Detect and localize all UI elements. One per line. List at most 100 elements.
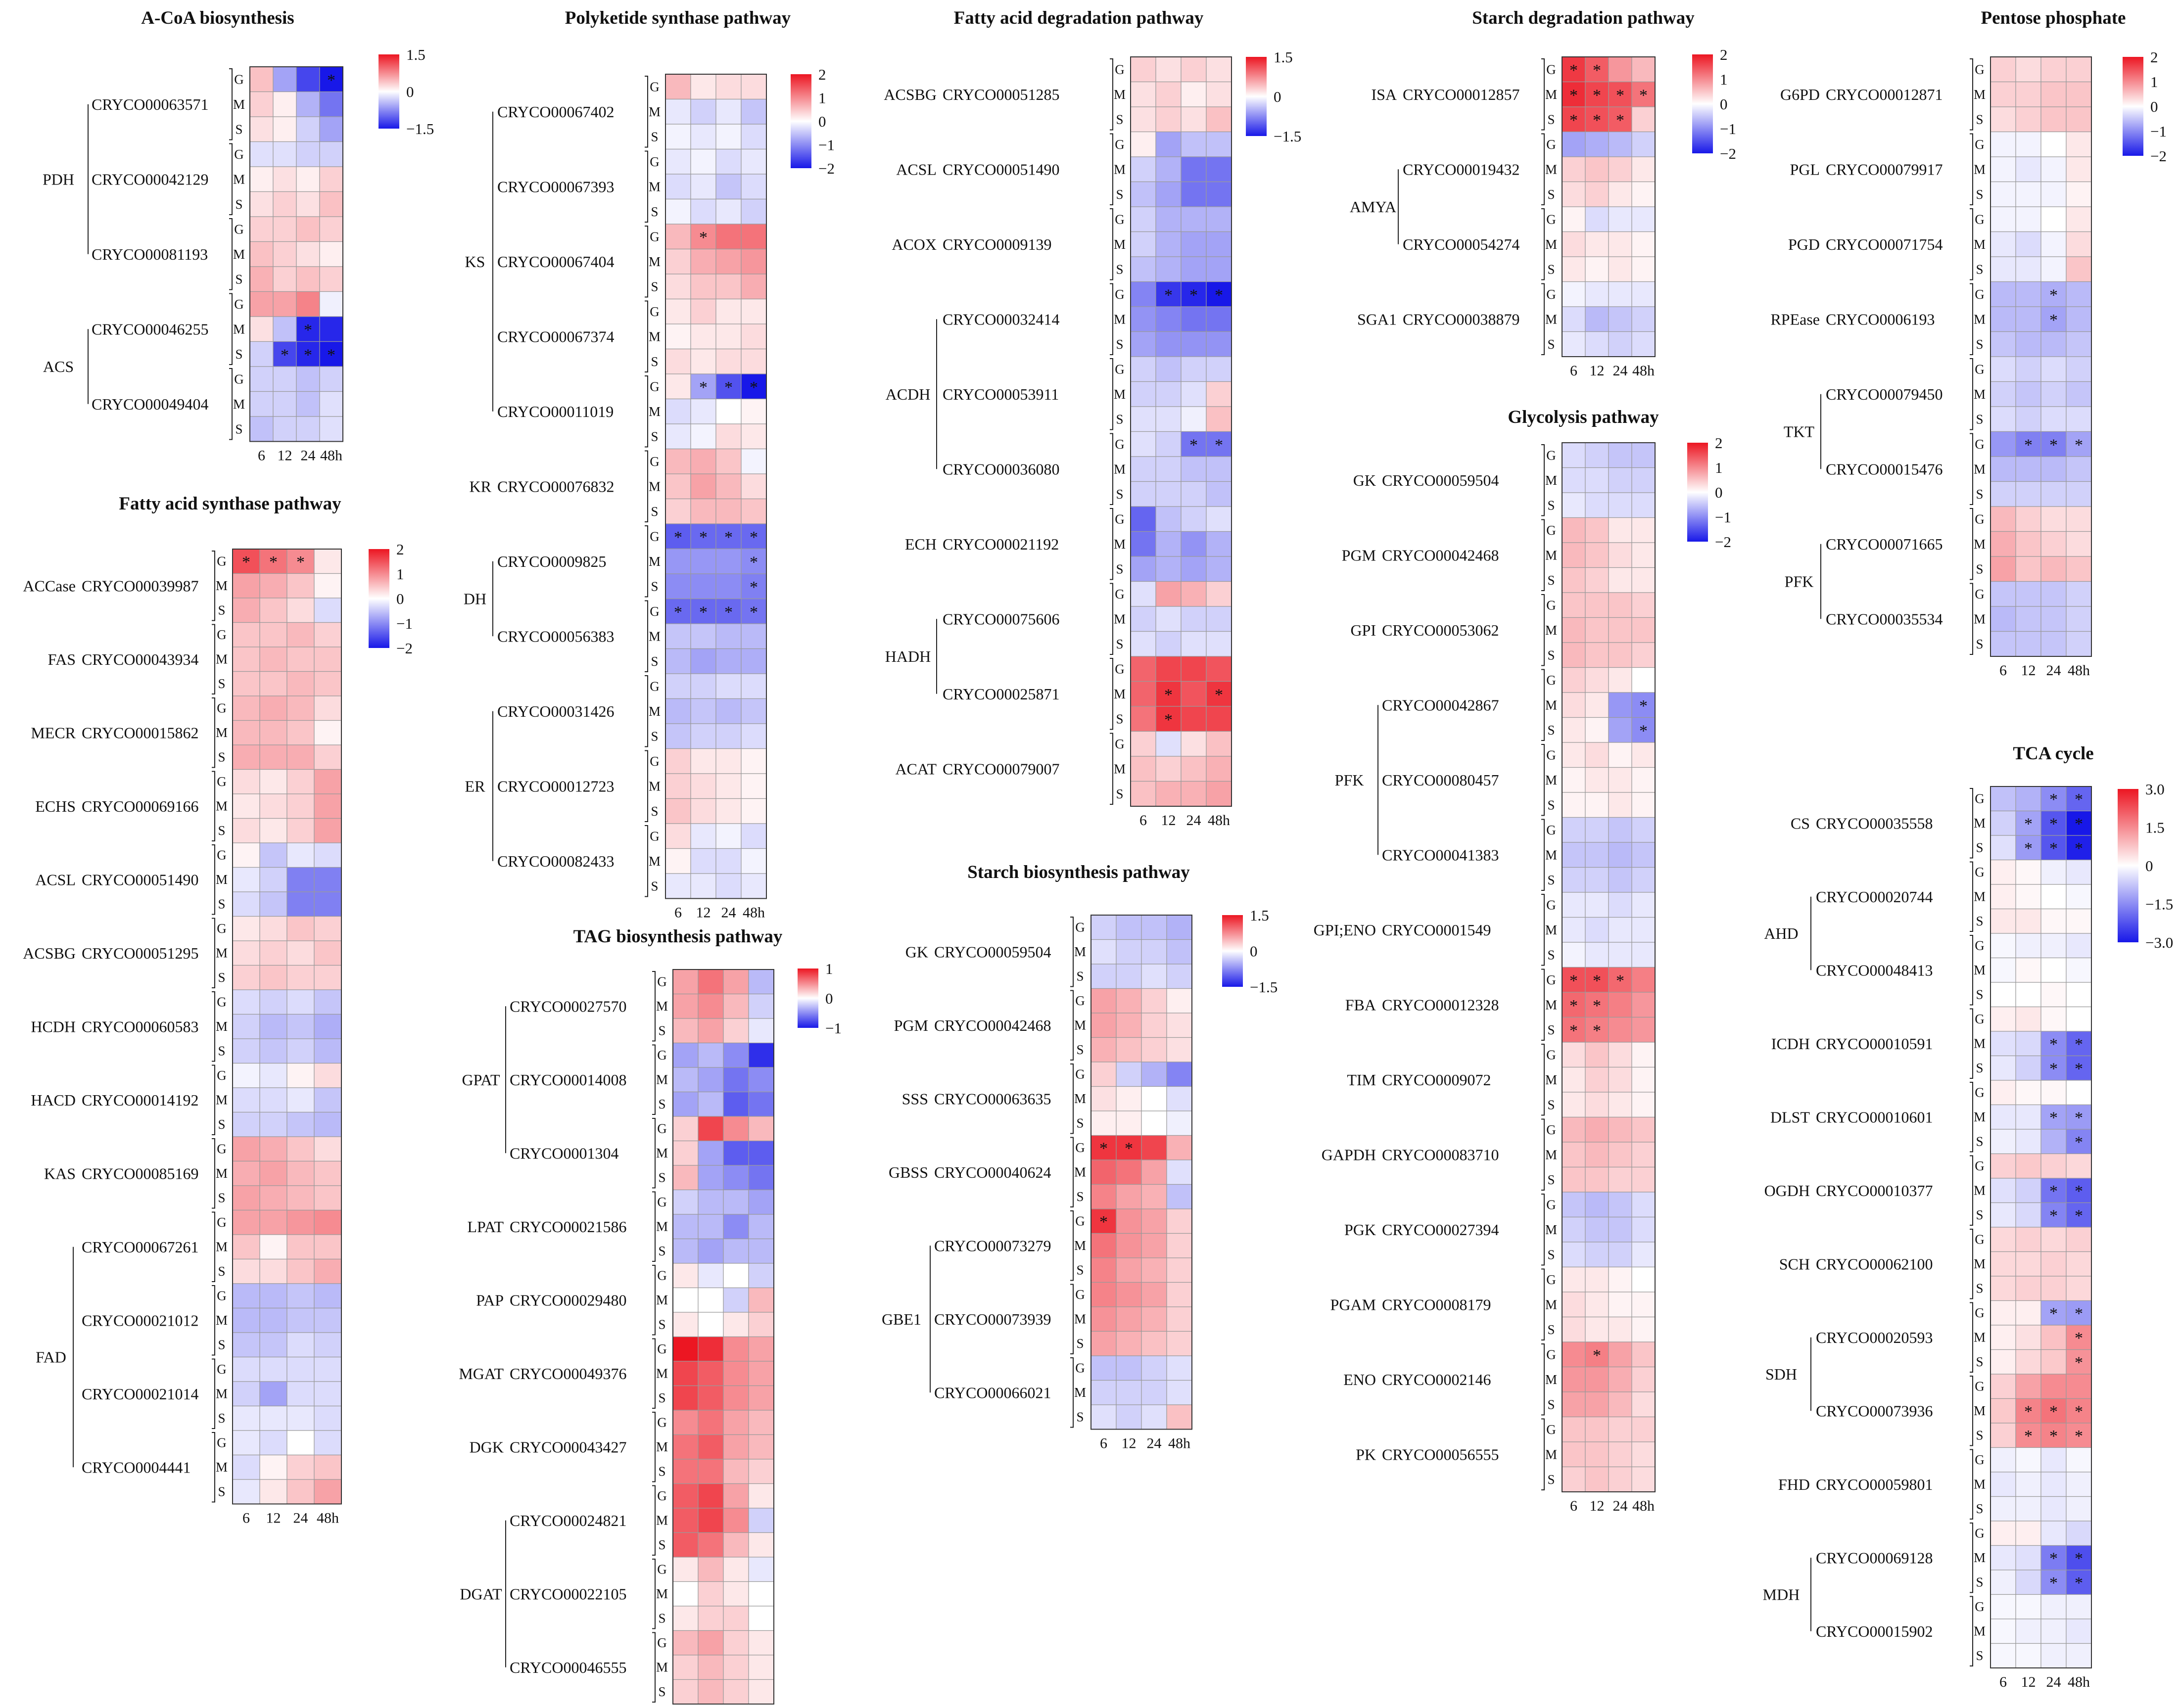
heatmap-cell — [1562, 256, 1586, 282]
gene-label: CRYCO00051295 — [82, 944, 198, 962]
heatmap-cell — [1116, 1110, 1142, 1136]
heatmap-cell — [2040, 1521, 2067, 1546]
heatmap-cell — [698, 1312, 724, 1338]
time-tick-label: 12 — [1161, 812, 1176, 829]
heatmap-cell — [1116, 1135, 1142, 1160]
heatmap-cell — [1631, 1142, 1656, 1168]
heatmap-cell — [715, 498, 742, 524]
legend-tick-label: −1 — [396, 615, 413, 632]
significance-star: * — [750, 553, 758, 571]
heatmap-cell — [1155, 381, 1182, 407]
significance-star: * — [1616, 971, 1624, 990]
heatmap-cell — [1631, 667, 1656, 693]
heatmap-cell — [1181, 156, 1207, 183]
gene-label: CRYCO00024821 — [510, 1512, 626, 1529]
heatmap-cell — [1562, 131, 1586, 157]
tissue-label: M — [1974, 162, 1986, 177]
heatmap-cell — [2040, 1276, 2067, 1301]
heatmap-cell — [1990, 481, 2016, 507]
heatmap-cell — [1585, 131, 1609, 157]
heatmap-cell — [319, 416, 343, 442]
heatmap-cell — [1631, 1192, 1656, 1218]
tissue-label: G — [1115, 437, 1125, 452]
tissue-label: S — [1116, 337, 1123, 352]
tissue-label: S — [1076, 969, 1084, 984]
heatmap-cell — [1206, 456, 1232, 482]
tissue-label: S — [1547, 723, 1555, 738]
heatmap-cell — [259, 1430, 287, 1456]
heatmap-cell — [1155, 131, 1182, 157]
significance-star: * — [2049, 1305, 2058, 1323]
tissue-label: M — [1974, 1403, 1986, 1418]
tissue-label: M — [1114, 611, 1126, 626]
tissue-label: M — [649, 779, 661, 793]
tissue-bracket — [212, 1138, 215, 1209]
gene-label: CRYCO00071754 — [1826, 235, 1943, 253]
heatmap-cell — [690, 873, 716, 899]
heatmap-panel: TAG biosynthesis pathwayGMSCRYCO00027570… — [459, 926, 842, 1705]
heatmap-cell — [1090, 1233, 1117, 1258]
tissue-bracket — [1541, 519, 1545, 591]
significance-star: * — [1099, 1213, 1108, 1231]
tissue-label: M — [1545, 623, 1557, 638]
gene-label: CRYCO00042468 — [934, 1016, 1051, 1034]
heatmap-cell — [1990, 1104, 2016, 1130]
heatmap-cell — [2015, 381, 2041, 407]
heatmap-cell — [1141, 1184, 1167, 1209]
tissue-label: G — [1975, 1012, 1985, 1026]
gene-label: CRYCO00010591 — [1816, 1035, 1933, 1053]
heatmap-cell — [2015, 206, 2041, 232]
heatmap-cell — [1990, 231, 2016, 257]
heatmap-cell — [1585, 892, 1609, 918]
heatmap-cell — [2066, 1276, 2092, 1301]
tissue-bracket — [1070, 917, 1074, 987]
heatmap-cell — [672, 1214, 699, 1240]
heatmap-cell — [1608, 1092, 1632, 1118]
tissue-label: G — [1546, 1422, 1556, 1437]
heatmap-cell — [1155, 81, 1182, 107]
gene-label: CRYCO00040624 — [934, 1163, 1051, 1181]
tissue-label: G — [1975, 791, 1985, 806]
heatmap-cell — [249, 291, 274, 317]
heatmap-cell — [665, 748, 691, 774]
tissue-label: M — [1545, 1447, 1557, 1462]
gene-label: CRYCO00067393 — [497, 178, 614, 195]
heatmap-cell — [1181, 581, 1207, 607]
significance-star: * — [2049, 1182, 2058, 1200]
time-tick-label: 24 — [301, 448, 316, 464]
significance-star: * — [674, 528, 682, 547]
tissue-label: M — [649, 179, 661, 194]
time-tick-label: 48h — [1168, 1435, 1190, 1452]
heatmap-cell — [723, 1067, 749, 1093]
heatmap-cell — [319, 341, 343, 367]
heatmap-cell — [1562, 1391, 1586, 1418]
heatmap-border — [1562, 56, 1656, 357]
heatmap-cell — [296, 391, 320, 417]
heatmap-cell — [286, 1160, 315, 1186]
tissue-label: S — [235, 347, 242, 362]
heatmap-cell — [2040, 81, 2067, 107]
tissue-bracket — [1970, 1008, 1973, 1079]
heatmap-cell — [690, 473, 716, 500]
tissue-bracket — [1541, 744, 1545, 816]
tissue-label: S — [1547, 797, 1555, 812]
tissue-label: M — [216, 1240, 228, 1254]
heatmap-cell — [2040, 1545, 2067, 1570]
heatmap-cell — [259, 1087, 287, 1113]
heatmap-cell — [748, 1630, 774, 1656]
heatmap-cell — [314, 671, 342, 696]
heatmap-cell — [1206, 756, 1232, 782]
time-tick-label: 24 — [1613, 363, 1628, 379]
tissue-label: S — [1976, 637, 1983, 651]
tissue-bracket — [212, 697, 215, 768]
tissue-label: S — [658, 1023, 665, 1038]
heatmap-cell — [1585, 717, 1609, 743]
heatmap-cell — [1090, 1404, 1117, 1430]
significance-star: * — [750, 603, 758, 621]
heatmap-cell — [249, 341, 274, 367]
heatmap-cell — [1090, 939, 1117, 965]
heatmap-cell — [1631, 1242, 1656, 1268]
heatmap-cell — [665, 398, 691, 424]
heatmap-cell — [723, 1140, 749, 1166]
tissue-bracket — [645, 525, 648, 598]
